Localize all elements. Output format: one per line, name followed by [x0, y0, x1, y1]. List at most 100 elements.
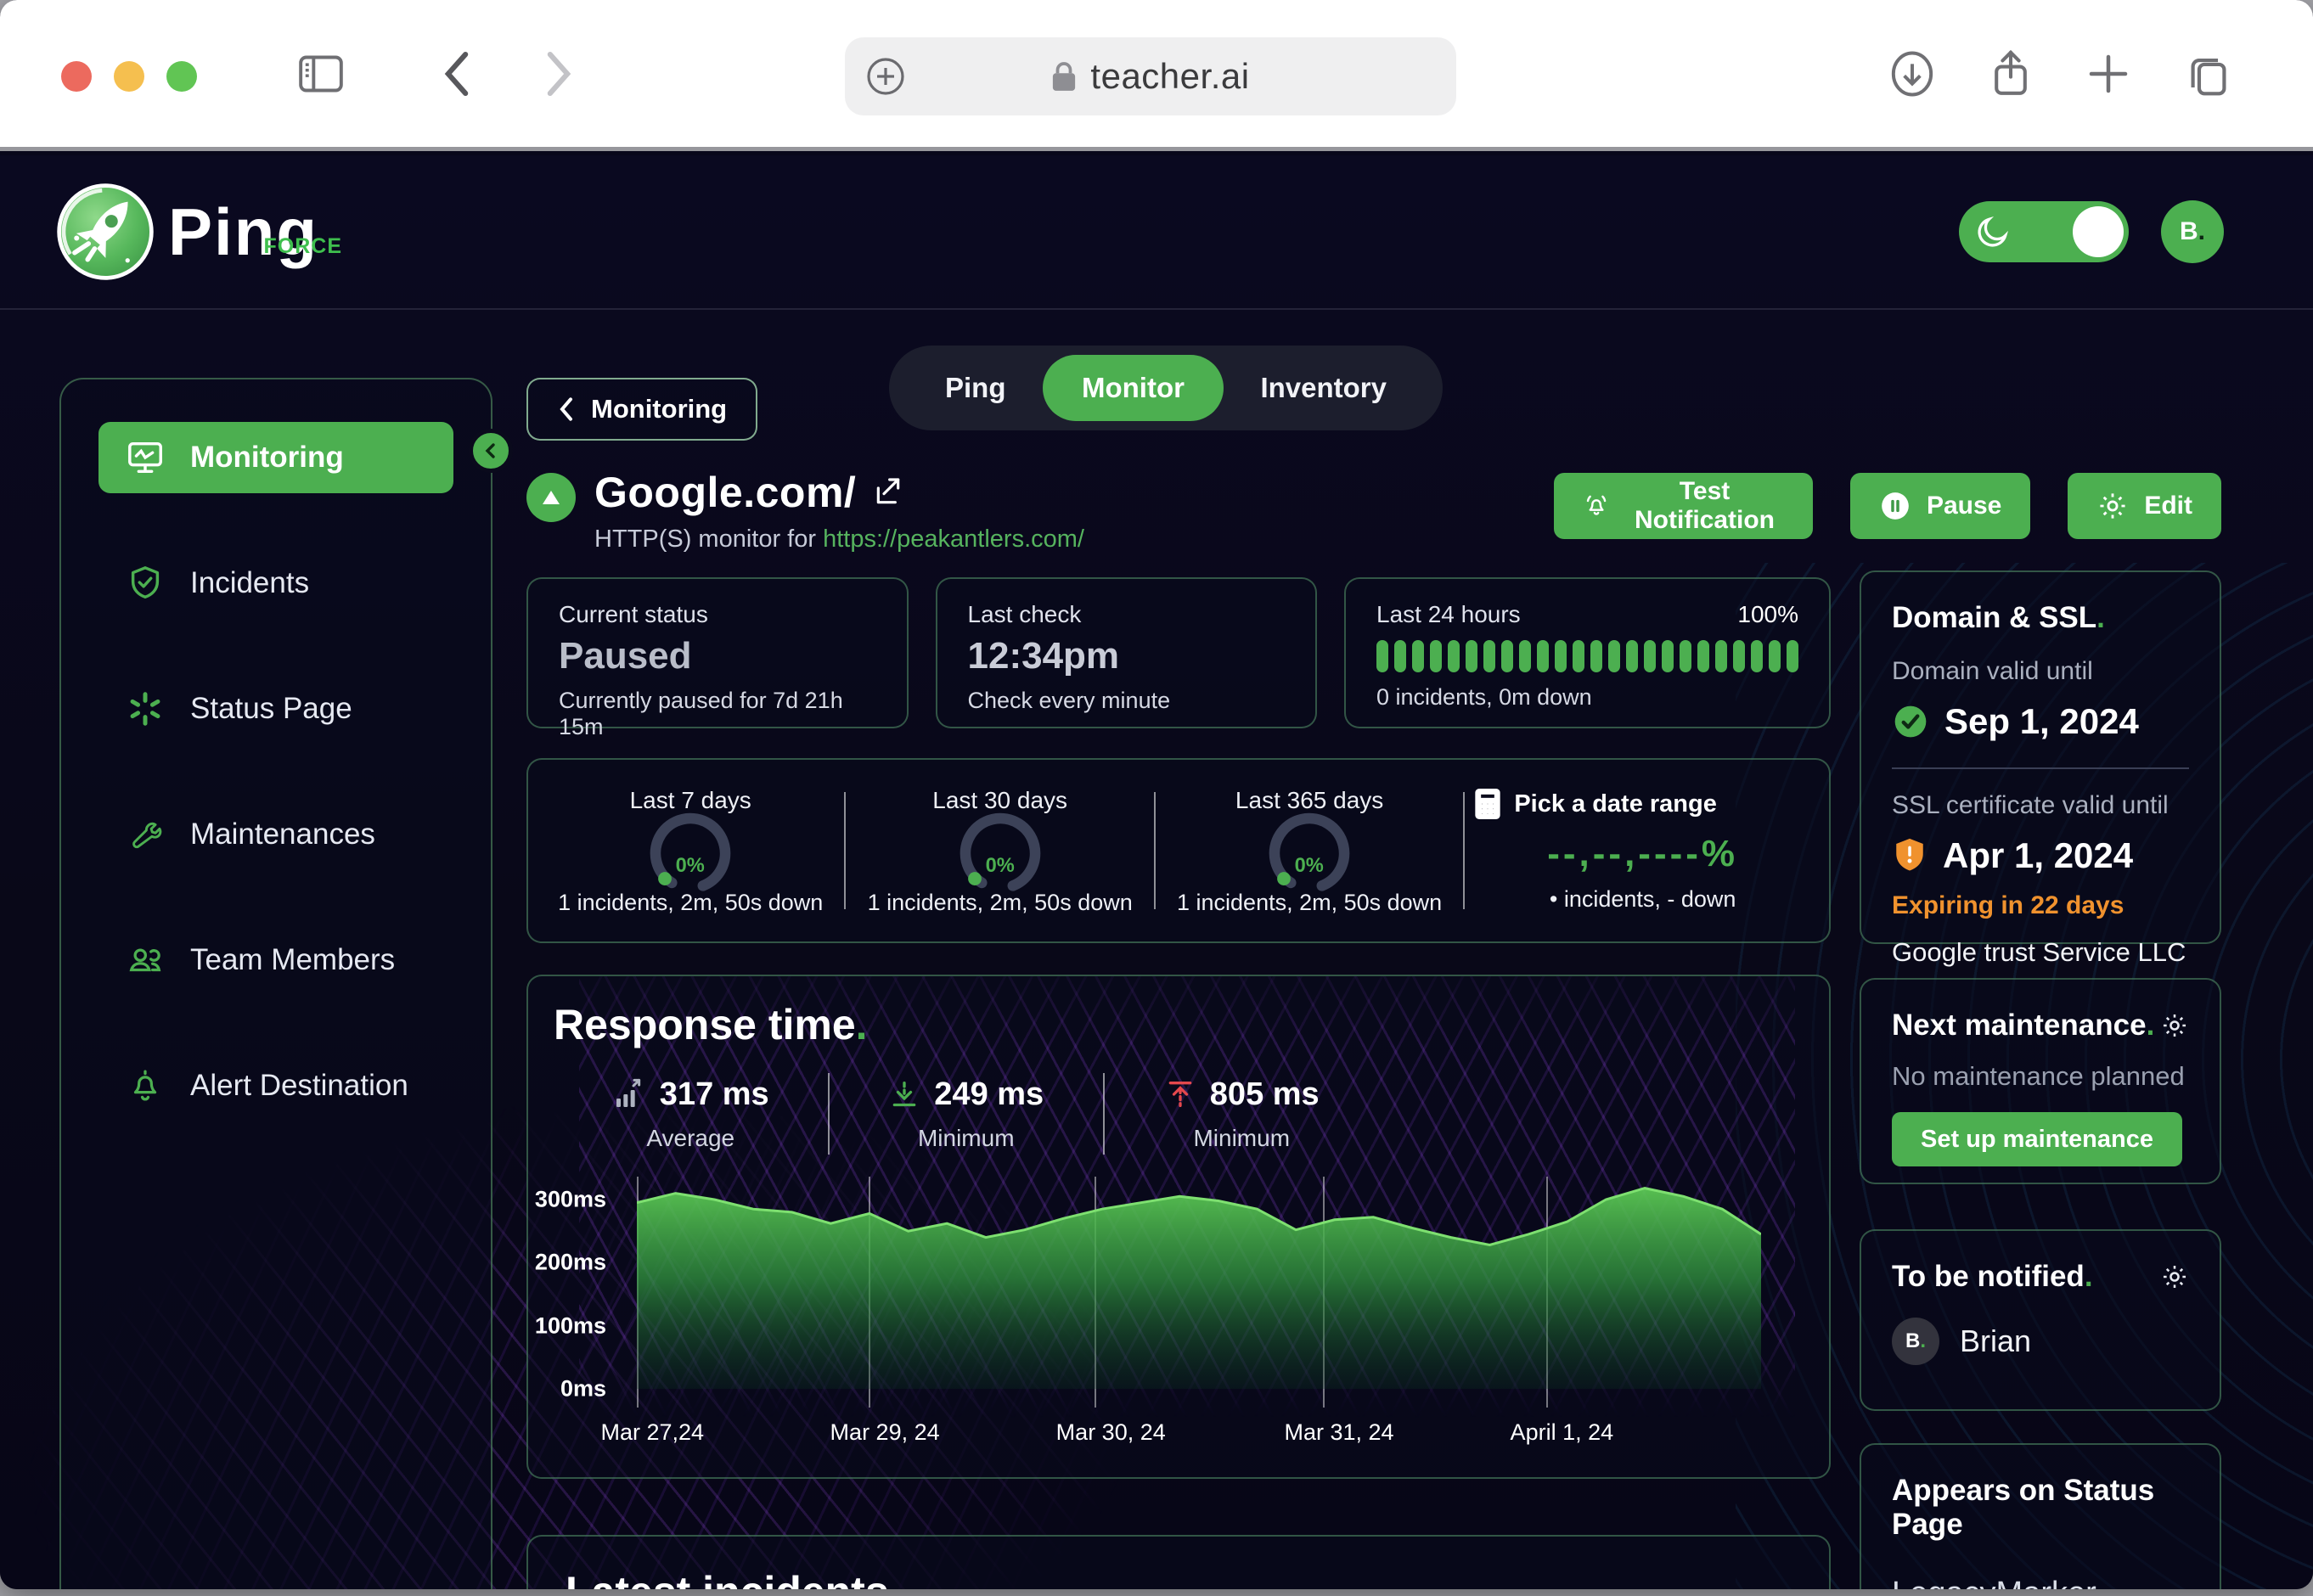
maintenance-settings-gear-icon[interactable]: [2160, 1011, 2189, 1040]
sidebar-item-label: Incidents: [190, 566, 310, 599]
zoom-window-button[interactable]: [166, 61, 197, 92]
response-time-title: Response time.: [554, 1001, 868, 1048]
pause-button[interactable]: Pause: [1849, 473, 2031, 539]
stat-label: Minimum: [917, 1124, 1015, 1151]
nav-item-monitor[interactable]: Monitor: [1042, 355, 1224, 421]
arrow-down-tray-icon: [888, 1077, 920, 1111]
sidebar-item-label: Alert Destination: [190, 1069, 408, 1102]
toggle-knob[interactable]: [2073, 206, 2124, 257]
users-icon: [126, 941, 165, 980]
notified-member-row[interactable]: B. Brian: [1892, 1318, 2189, 1365]
forward-button-icon[interactable]: [542, 50, 576, 98]
sidebar-item-team-members[interactable]: Team Members: [98, 924, 453, 996]
domain-valid-label: Domain valid until: [1892, 657, 2093, 685]
sidebar-item-maintenances[interactable]: Maintenances: [98, 799, 453, 870]
sidebar-item-incidents[interactable]: Incidents: [98, 548, 453, 619]
sidebar: Monitoring Incidents Status Page Mainten…: [59, 378, 513, 1589]
range-caption: 1 incidents, 2m, 50s down: [1177, 890, 1443, 915]
range-last-365-days: Last 365 days 0% 1 incidents, 2m, 50s do…: [1156, 780, 1463, 921]
date-range-value: --,--,----%: [1547, 832, 1739, 874]
response-stat-maximum: 805 ms Minimum: [1105, 1076, 1379, 1152]
stat-label: Minimum: [1193, 1124, 1291, 1151]
nav-item-inventory[interactable]: Inventory: [1260, 372, 1387, 403]
stat-value: 805 ms: [1209, 1076, 1320, 1112]
brand-logo-block[interactable]: Ping FORCE: [54, 181, 341, 283]
range-caption: 1 incidents, 2m, 50s down: [867, 890, 1133, 915]
downloads-icon[interactable]: [1890, 50, 1934, 98]
lock-icon: [1051, 60, 1077, 93]
breadcrumb-monitoring[interactable]: Monitoring: [526, 378, 758, 441]
chart-y-tick-label: 200ms: [534, 1249, 606, 1275]
ssl-expiring-warning: Expiring in 22 days: [1892, 891, 2124, 919]
chart-area-series: [637, 1188, 1761, 1389]
gauge-percent-text: 0%: [985, 855, 1014, 877]
sidebar-item-status-page[interactable]: Status Page: [98, 673, 453, 745]
monitor-subtitle: HTTP(S) monitor for https://peakantlers.…: [594, 525, 1084, 553]
date-range-caption: • incidents, - down: [1549, 886, 1736, 912]
date-range-picker[interactable]: Pick a date range --,--,----% • incident…: [1465, 780, 1821, 921]
pause-circle-icon: [1882, 492, 1909, 520]
card-label: Last 24 hours: [1376, 601, 1521, 627]
reader-plus-icon[interactable]: [865, 56, 906, 97]
sidebar-item-monitoring[interactable]: Monitoring: [98, 422, 453, 493]
uptime-bar: [1376, 640, 1388, 672]
external-link-icon[interactable]: [871, 475, 905, 509]
app-header: Ping FORCE Ping Monitor Inventory B.: [0, 155, 2313, 430]
response-stats-row: 317 ms Average 249 ms Minimum: [554, 1073, 1379, 1155]
sidebar-collapse-button[interactable]: [469, 429, 513, 473]
member-name: Brian: [1960, 1323, 2032, 1358]
next-maintenance-title: Next maintenance.: [1892, 1009, 2155, 1042]
url-text[interactable]: teacher.ai: [1090, 56, 1250, 96]
nav-item-ping[interactable]: Ping: [945, 372, 1006, 403]
gauge-percent-text: 0%: [676, 855, 705, 877]
sidebar-item-label: Status Page: [190, 692, 352, 725]
chart-x-tick-label: Mar 31, 24: [1284, 1419, 1394, 1445]
date-range-label: Pick a date range: [1514, 790, 1717, 818]
next-maintenance-card: Next maintenance. No maintenance planned…: [1860, 978, 2221, 1184]
sidebar-item-alert-destination[interactable]: Alert Destination: [98, 1050, 453, 1121]
minimize-window-button[interactable]: [114, 61, 144, 92]
uptime-ranges-card: Last 7 days 0% 1 incidents, 2m, 50s down…: [526, 758, 1831, 943]
monitor-title: Google.com/: [594, 469, 857, 516]
response-time-card: Response time. 317 ms Average: [526, 975, 1831, 1479]
uptime-gauge: 0%: [650, 812, 731, 894]
tab-overview-icon[interactable]: [2186, 51, 2231, 97]
ssl-valid-label: SSL certificate valid until: [1892, 791, 2169, 819]
uptime-bar: [1787, 640, 1798, 672]
uptime-bar: [1394, 640, 1406, 672]
ssl-issuer: Google trust Service LLC: [1892, 937, 2186, 967]
uptime-bar: [1644, 640, 1656, 672]
monitor-up-indicator: [526, 473, 576, 522]
test-notification-button[interactable]: Test Notification: [1554, 473, 1813, 539]
address-bar[interactable]: teacher.ai: [845, 37, 1456, 115]
notify-settings-gear-icon[interactable]: [2160, 1262, 2189, 1291]
monitor-url-link[interactable]: https://peakantlers.com/: [823, 525, 1084, 553]
chart-line-series: [637, 1187, 1761, 1247]
chart-y-tick-label: 0ms: [560, 1375, 606, 1402]
bell-icon: [126, 1066, 165, 1105]
share-icon[interactable]: [1990, 48, 2031, 99]
setup-maintenance-button[interactable]: Set up maintenance: [1892, 1112, 2182, 1166]
edit-button[interactable]: Edit: [2068, 473, 2221, 539]
range-label: Last 30 days: [932, 787, 1068, 813]
range-last-7-days: Last 7 days 0% 1 incidents, 2m, 50s down: [537, 780, 844, 921]
range-label: Last 7 days: [629, 787, 751, 813]
sidebar-toggle-icon[interactable]: [299, 55, 343, 93]
chart-x-tick-label: April 1, 24: [1510, 1419, 1614, 1445]
uptime-gauge: 0%: [1269, 812, 1350, 894]
uptime-bar: [1733, 640, 1745, 672]
chart-plot-area: [637, 1177, 1761, 1389]
new-tab-icon[interactable]: [2087, 53, 2130, 95]
uptime-gauge: 0%: [960, 812, 1040, 894]
stat-value: 249 ms: [934, 1076, 1044, 1112]
user-avatar[interactable]: B.: [2161, 200, 2224, 263]
back-button-icon[interactable]: [440, 50, 474, 98]
sidebar-item-label: Team Members: [190, 943, 396, 976]
chart-x-tick-label: Mar 29, 24: [830, 1419, 940, 1445]
member-avatar: B.: [1892, 1318, 1939, 1365]
dark-mode-toggle[interactable]: [1959, 201, 2129, 262]
status-page-value[interactable]: LegacyMarker: [1892, 1576, 2189, 1589]
bar-chart-icon: [612, 1077, 646, 1111]
close-window-button[interactable]: [61, 61, 92, 92]
no-maintenance-text: No maintenance planned: [1892, 1061, 2185, 1091]
